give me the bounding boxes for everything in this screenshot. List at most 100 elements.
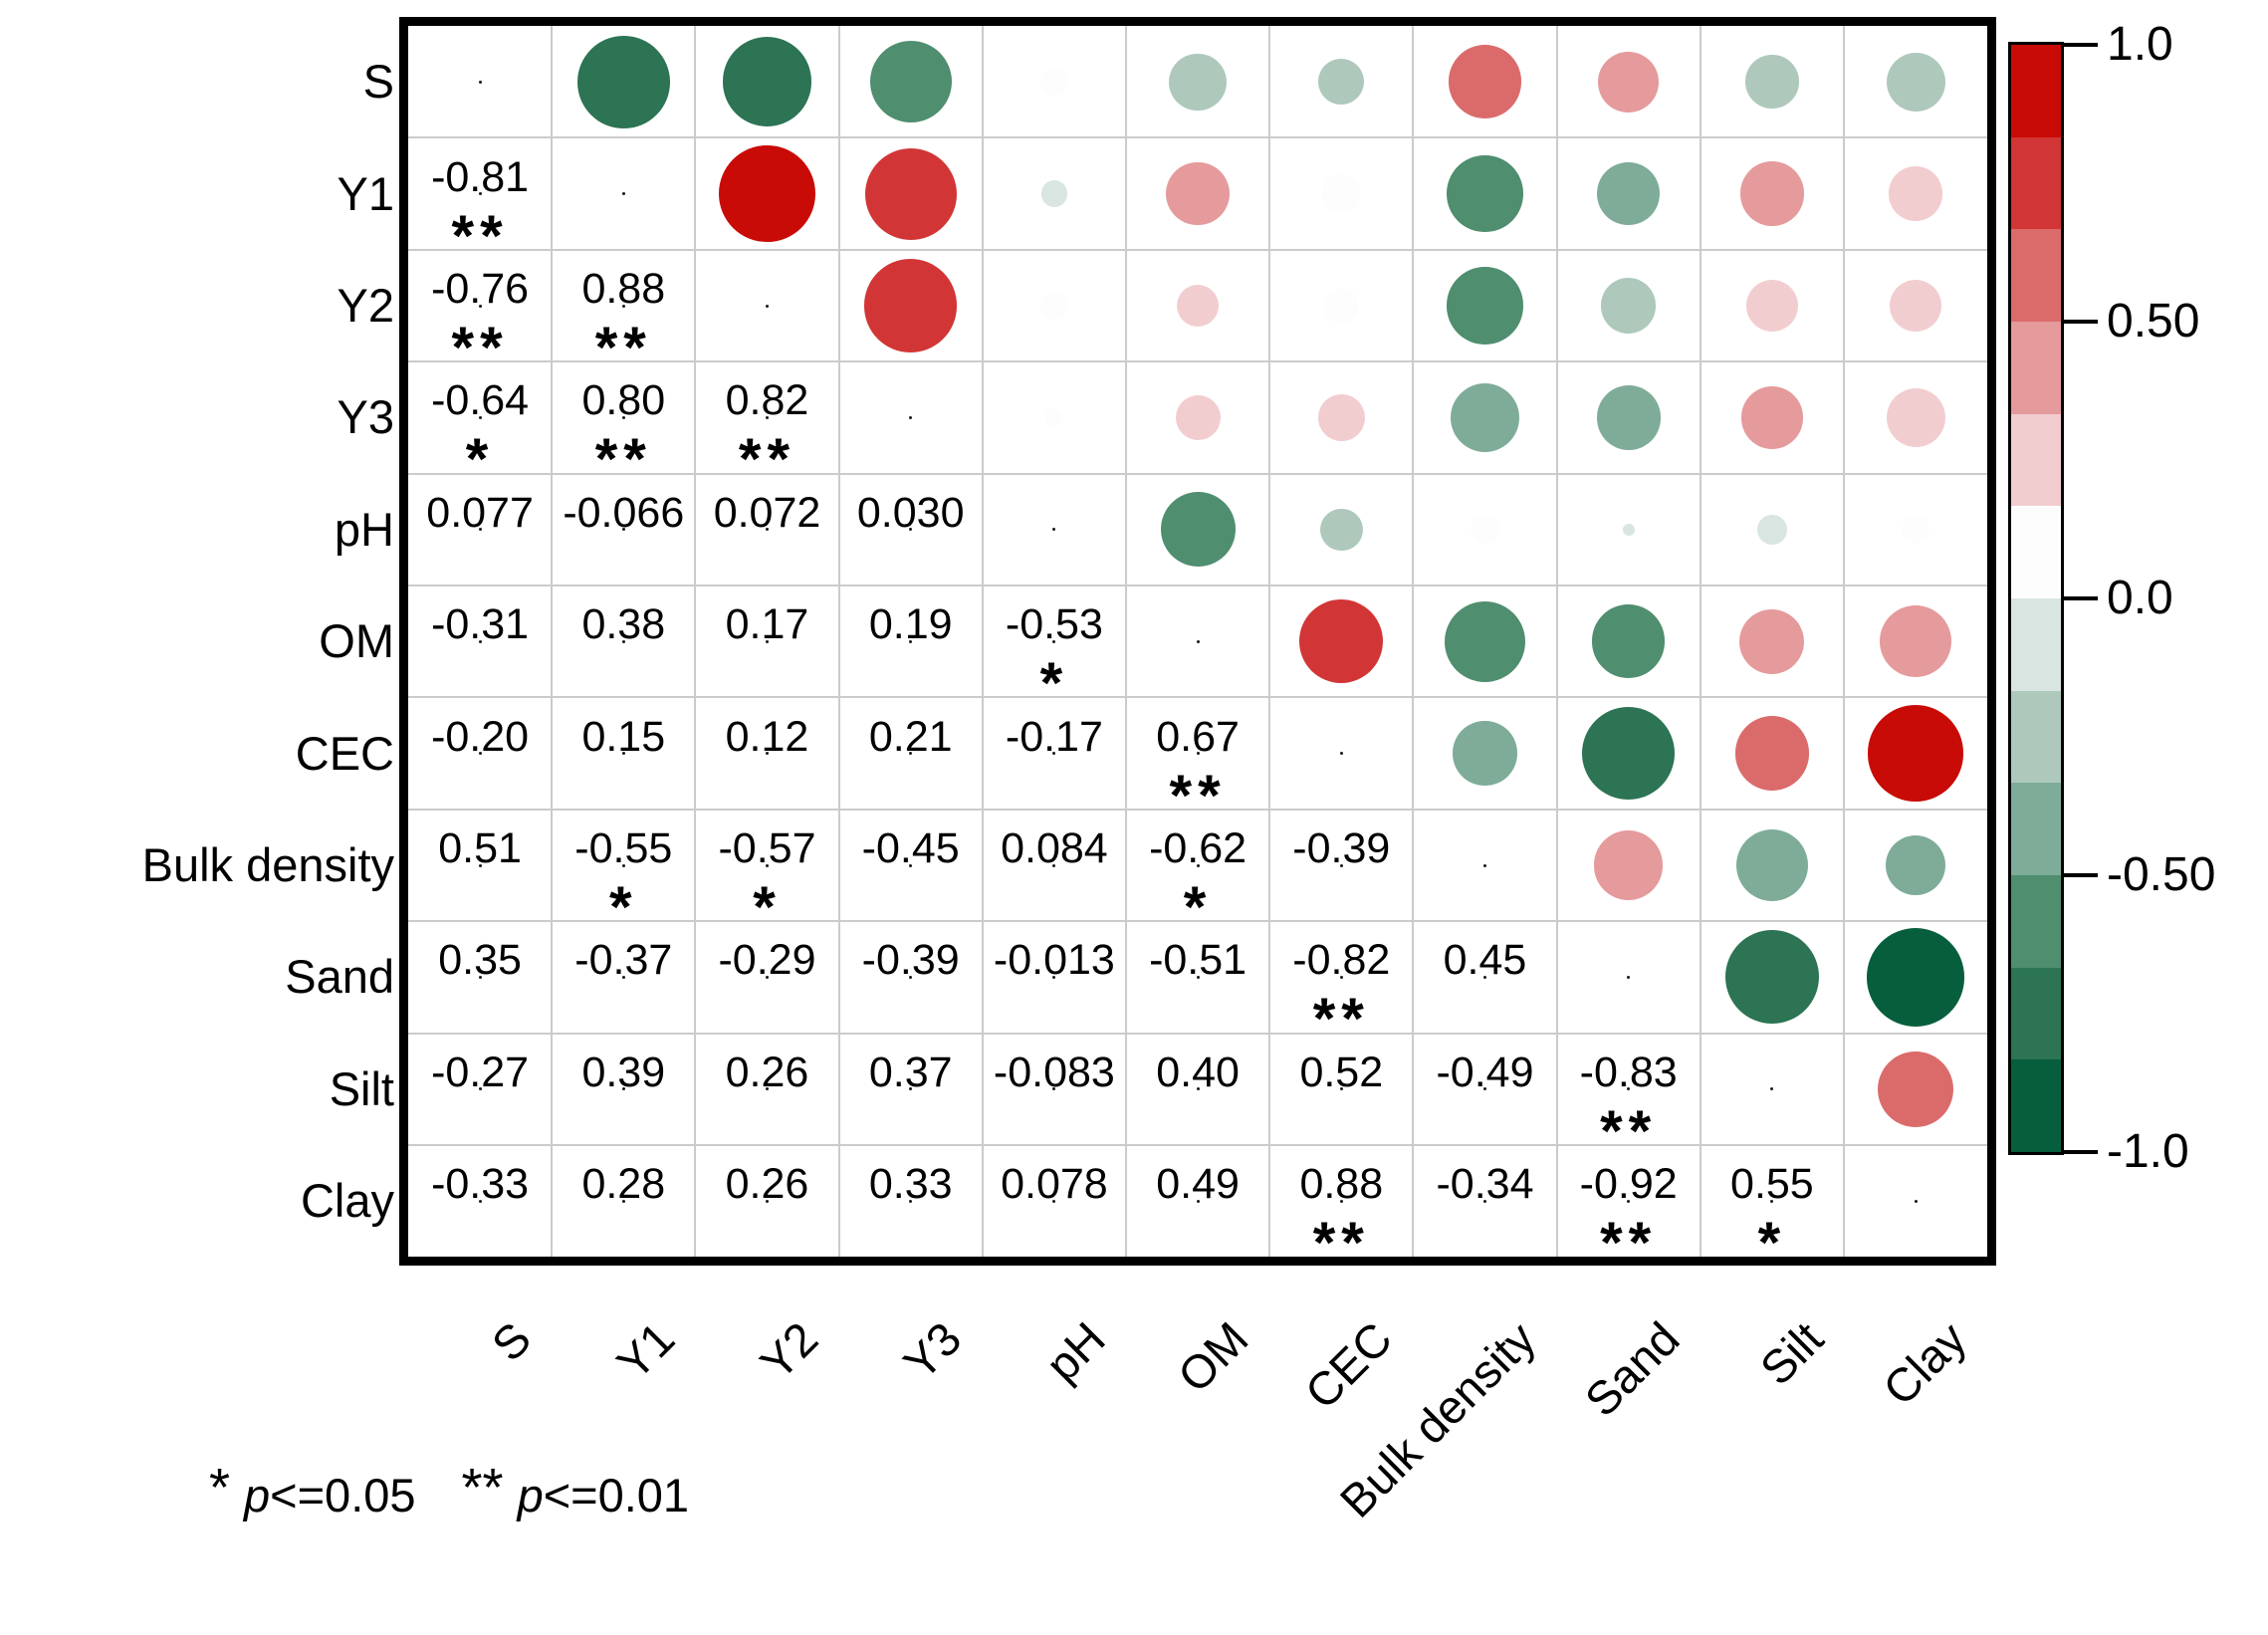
- colorbar-tick-label: 0.50: [2107, 295, 2200, 348]
- corr-value-Y3-Y1: 0.80: [581, 376, 666, 425]
- corr-value-Bulk density-CEC: -0.39: [1292, 824, 1391, 872]
- grid-vline: [1412, 26, 1415, 1258]
- colorbar-tick: [2064, 320, 2098, 324]
- corr-sig-Bulk density-Y1: *: [609, 875, 638, 940]
- col-label-Silt: Silt: [1749, 1311, 1833, 1395]
- corr-circle-Y2-Silt: [1745, 279, 1799, 333]
- cell-center-dot: [909, 639, 913, 643]
- corr-circle-Y2-OM: [1176, 284, 1220, 328]
- grid-vline: [1843, 26, 1845, 1258]
- col-label-Y1: Y1: [605, 1311, 685, 1390]
- col-label-Y3: Y3: [893, 1311, 972, 1390]
- corr-value-Silt-CEC: 0.52: [1299, 1048, 1384, 1096]
- corr-value-Sand-Y1: -0.37: [574, 936, 673, 985]
- corr-sig-Y2-Y1: **: [594, 316, 652, 380]
- corr-circle-Bulk density-Clay: [1886, 834, 1946, 896]
- corr-circle-Y1-Clay: [1888, 166, 1943, 221]
- corr-value-Y1-S: -0.81: [431, 152, 530, 201]
- corr-sig-Y3-Y2: **: [738, 427, 796, 493]
- corr-value-CEC-Y1: 0.15: [581, 712, 666, 761]
- cell-center-dot: [1483, 975, 1486, 979]
- corr-circle-Bulk density-Silt: [1735, 828, 1808, 902]
- sig-p1: p: [244, 1469, 271, 1521]
- corr-sig-CEC-OM: **: [1169, 763, 1227, 828]
- colorbar-band: [2011, 783, 2061, 876]
- corr-circle-S-CEC: [1318, 59, 1365, 106]
- grid-hline: [408, 136, 1988, 139]
- cell-center-dot: [1052, 639, 1056, 643]
- corr-circle-S-Clay: [1886, 52, 1945, 112]
- corr-value-Silt-S: -0.27: [431, 1048, 530, 1096]
- corr-value-Bulk density-pH: 0.084: [1001, 824, 1108, 872]
- grid-hline: [408, 1144, 1988, 1146]
- grid-vline: [1555, 26, 1558, 1258]
- corr-circle-pH-Sand: [1622, 523, 1635, 536]
- grid-vline: [1268, 26, 1271, 1258]
- corr-circle-Y3-OM: [1175, 394, 1221, 440]
- row-label-pH: pH: [334, 502, 394, 556]
- corr-circle-S-pH: [1039, 67, 1069, 97]
- corr-circle-Y1-Silt: [1739, 161, 1805, 226]
- corr-circle-Y3-pH: [1044, 408, 1063, 427]
- grid-hline: [408, 248, 1988, 251]
- cell-center-dot: [1627, 1199, 1631, 1203]
- corr-circle-S-Y2: [722, 37, 812, 127]
- cell-center-dot: [621, 639, 625, 643]
- corr-circle-Y1-OM: [1166, 161, 1230, 226]
- grid-vline: [551, 26, 554, 1258]
- row-label-Sand: Sand: [285, 950, 394, 1004]
- cell-center-dot: [478, 975, 482, 979]
- corr-value-Y3-Y2: 0.82: [725, 376, 809, 425]
- corr-value-Silt-OM: 0.40: [1156, 1048, 1240, 1096]
- corr-value-Silt-Y3: 0.37: [868, 1048, 953, 1096]
- cell-center-dot: [478, 1087, 482, 1091]
- corr-value-Clay-Y2: 0.26: [725, 1160, 809, 1209]
- grid-vline: [1125, 26, 1127, 1258]
- corr-circle-OM-Clay: [1880, 605, 1952, 678]
- cell-center-dot: [1914, 1199, 1918, 1203]
- row-label-S: S: [362, 55, 394, 109]
- corr-value-Sand-Bulk density: 0.45: [1443, 936, 1527, 985]
- cell-center-dot: [909, 528, 913, 532]
- corr-value-Sand-S: 0.35: [438, 936, 522, 985]
- colorbar-tick: [2064, 596, 2098, 600]
- corr-circle-Y3-Bulk density: [1450, 382, 1520, 452]
- grid-vline: [1699, 26, 1701, 1258]
- corr-circle-Y2-Sand: [1600, 278, 1657, 334]
- cell-center-dot: [1052, 1087, 1056, 1091]
- cell-center-dot: [766, 1087, 769, 1091]
- corr-value-Bulk density-Y3: -0.45: [861, 824, 960, 872]
- corr-value-Sand-Y2: -0.29: [718, 936, 816, 985]
- cell-center-dot: [621, 752, 625, 756]
- corr-value-Sand-Y3: -0.39: [861, 936, 960, 985]
- cell-center-dot: [766, 639, 769, 643]
- corr-sig-Clay-Silt: *: [1757, 1211, 1787, 1277]
- cell-center-dot: [1483, 863, 1486, 867]
- corr-value-OM-Y1: 0.38: [581, 600, 666, 649]
- colorbar-band: [2011, 506, 2061, 599]
- corr-value-Silt-Sand: -0.83: [1579, 1048, 1678, 1096]
- corr-circle-OM-Bulk density: [1444, 600, 1526, 682]
- corr-value-pH-Y3: 0.030: [856, 488, 965, 537]
- grid-hline: [408, 1032, 1988, 1035]
- cell-center-dot: [1339, 863, 1343, 867]
- cell-center-dot: [621, 1199, 625, 1203]
- cell-center-dot: [1627, 975, 1631, 979]
- cell-center-dot: [766, 528, 769, 532]
- corr-circle-CEC-Silt: [1734, 716, 1810, 791]
- corr-value-Y2-Y1: 0.88: [581, 265, 666, 313]
- row-label-Y3: Y3: [337, 390, 395, 444]
- row-label-Clay: Clay: [300, 1174, 394, 1228]
- corr-circle-Silt-Clay: [1877, 1051, 1954, 1127]
- significance-legend: * p<=0.05 ** p<=0.01: [209, 1456, 689, 1527]
- cell-center-dot: [1196, 975, 1200, 979]
- corr-value-pH-Y1: -0.066: [563, 488, 685, 537]
- colorbar-band: [2011, 413, 2061, 507]
- cell-center-dot: [1770, 1087, 1774, 1091]
- corr-value-CEC-OM: 0.67: [1156, 712, 1240, 761]
- corr-circle-Y1-Bulk density: [1447, 155, 1523, 232]
- cell-center-dot: [478, 80, 482, 84]
- cell-center-dot: [478, 639, 482, 643]
- colorbar-tick-label: 0.0: [2107, 572, 2173, 624]
